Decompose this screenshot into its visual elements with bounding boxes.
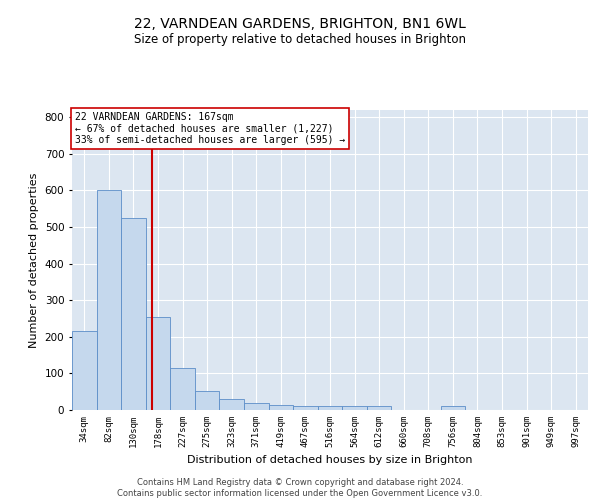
Text: 22 VARNDEAN GARDENS: 167sqm
← 67% of detached houses are smaller (1,227)
33% of : 22 VARNDEAN GARDENS: 167sqm ← 67% of det… (74, 112, 345, 144)
Bar (220, 399, 244, 410)
Bar (269, 404, 293, 410)
Bar (293, 406, 318, 410)
Bar (121, 218, 146, 410)
Bar (195, 391, 220, 410)
Bar (170, 368, 195, 410)
Bar (318, 406, 342, 410)
Text: Contains HM Land Registry data © Crown copyright and database right 2024.
Contai: Contains HM Land Registry data © Crown c… (118, 478, 482, 498)
Bar (342, 406, 367, 410)
Text: Size of property relative to detached houses in Brighton: Size of property relative to detached ho… (134, 32, 466, 46)
Text: 22, VARNDEAN GARDENS, BRIGHTON, BN1 6WL: 22, VARNDEAN GARDENS, BRIGHTON, BN1 6WL (134, 18, 466, 32)
Y-axis label: Number of detached properties: Number of detached properties (29, 172, 39, 348)
Bar (367, 406, 391, 410)
X-axis label: Distribution of detached houses by size in Brighton: Distribution of detached houses by size … (187, 456, 473, 466)
Bar (440, 406, 465, 410)
Bar (146, 316, 170, 410)
Bar (72, 332, 97, 410)
Bar (244, 402, 269, 410)
Bar (97, 190, 121, 410)
